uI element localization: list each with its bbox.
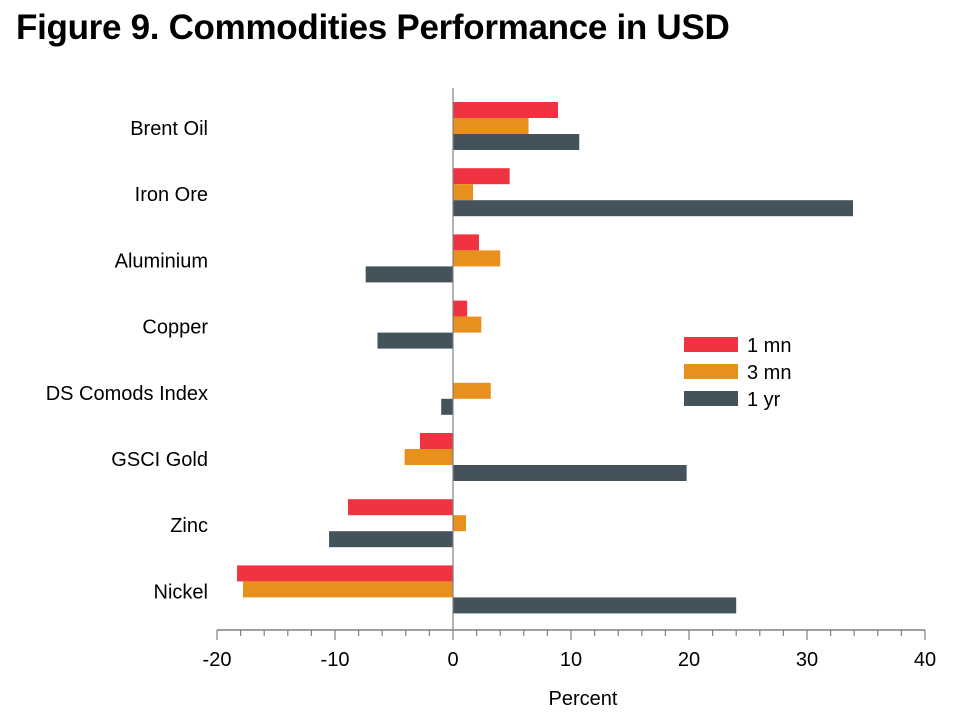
bar-brent-oil-3-mn <box>453 118 529 134</box>
bars-layer <box>237 102 854 614</box>
x-tick-label: 20 <box>678 649 700 671</box>
legend: 1 mn 3 mn 1 yr <box>684 335 791 411</box>
bar-iron-ore-3-mn <box>453 184 474 201</box>
category-label: Brent Oil <box>130 118 208 140</box>
bar-gsci-gold-1-mn <box>419 433 453 449</box>
bar-aluminium-3-mn <box>453 250 501 267</box>
bar-gsci-gold-1-yr <box>453 465 687 481</box>
bar-iron-ore-1-mn <box>453 168 510 185</box>
legend-label: 1 mn <box>747 335 791 357</box>
bar-copper-1-yr <box>377 332 453 349</box>
bar-zinc-1-yr <box>329 531 453 548</box>
legend-swatch <box>684 337 738 352</box>
legend-swatch <box>684 391 738 406</box>
bar-zinc-1-mn <box>347 499 453 516</box>
bar-ds-comods-index-3-mn <box>453 382 491 399</box>
x-axis-label: Percent <box>549 688 618 710</box>
category-label: Copper <box>142 317 208 339</box>
x-tick-label: 30 <box>796 649 818 671</box>
x-tick-label: 0 <box>447 649 458 671</box>
bar-nickel-1-mn <box>237 565 453 582</box>
tick-labels: -20 -10 0 10 20 30 40 <box>203 649 937 671</box>
bar-iron-ore-1-yr <box>453 200 854 217</box>
bar-ds-comods-index-1-yr <box>441 398 453 415</box>
bar-aluminium-1-yr <box>365 266 453 283</box>
category-label: DS Comods Index <box>46 383 208 405</box>
bar-brent-oil-1-yr <box>453 134 580 150</box>
x-tick-label: -20 <box>203 649 232 671</box>
bar-gsci-gold-3-mn <box>404 449 453 465</box>
bar-nickel-3-mn <box>242 581 453 598</box>
category-label: Nickel <box>154 581 208 603</box>
legend-swatch <box>684 364 738 379</box>
chart-title: Figure 9. Commodities Performance in USD <box>16 8 730 47</box>
legend-label: 3 mn <box>747 362 791 384</box>
category-label: Aluminium <box>115 250 208 272</box>
bar-copper-3-mn <box>453 316 482 333</box>
bar-brent-oil-1-mn <box>453 102 559 118</box>
x-tick-label: -10 <box>321 649 350 671</box>
bar-nickel-1-yr <box>453 597 737 614</box>
category-label: Iron Ore <box>135 184 208 206</box>
bar-zinc-3-mn <box>453 515 466 532</box>
x-tick-label: 10 <box>560 649 582 671</box>
category-labels: Brent Oil Iron Ore Aluminium Copper DS Comod… <box>46 118 209 603</box>
bar-aluminium-1-mn <box>453 234 479 251</box>
axes-layer <box>216 88 926 640</box>
category-label: Zinc <box>170 515 208 537</box>
legend-label: 1 yr <box>747 389 781 411</box>
category-label: GSCI Gold <box>111 449 208 471</box>
x-tick-label: 40 <box>914 649 936 671</box>
bar-copper-1-mn <box>453 300 468 317</box>
